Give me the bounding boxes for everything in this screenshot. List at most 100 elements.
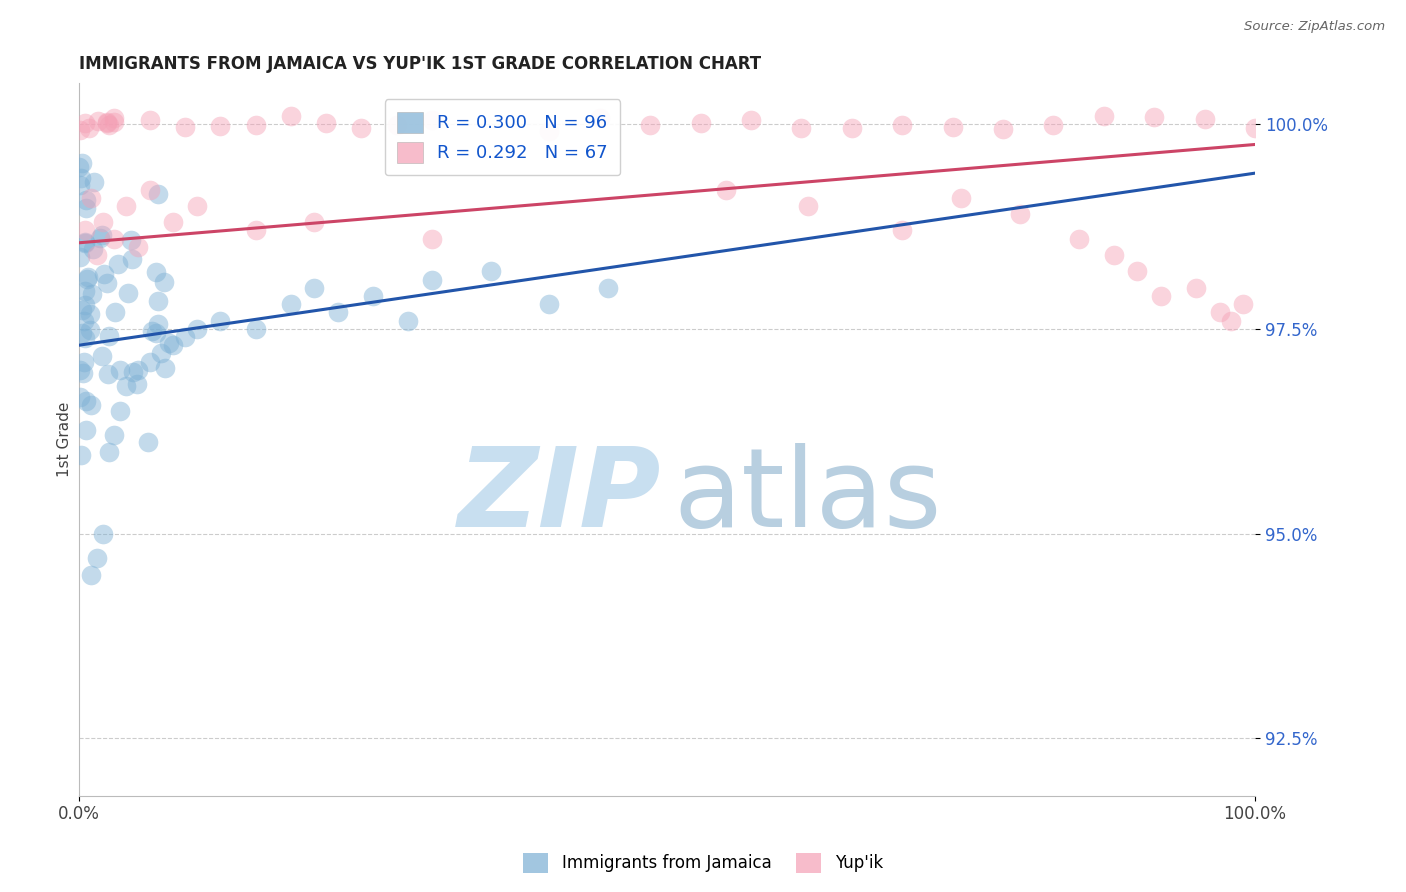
Point xyxy=(420,113,443,128)
Point xyxy=(942,120,965,134)
Point xyxy=(108,363,131,377)
Point xyxy=(538,124,561,138)
Point xyxy=(245,118,267,132)
Point xyxy=(73,235,96,250)
Point xyxy=(1143,111,1166,125)
Point xyxy=(125,376,148,391)
Point xyxy=(72,155,94,169)
Point xyxy=(146,317,169,331)
Point xyxy=(280,109,302,123)
Point xyxy=(91,526,114,541)
Point xyxy=(73,235,96,249)
Text: IMMIGRANTS FROM JAMAICA VS YUP'IK 1ST GRADE CORRELATION CHART: IMMIGRANTS FROM JAMAICA VS YUP'IK 1ST GR… xyxy=(79,55,761,73)
Point xyxy=(245,223,267,237)
Point xyxy=(350,121,373,136)
Point xyxy=(1232,297,1254,311)
Point xyxy=(1194,112,1216,127)
Point xyxy=(174,120,197,134)
Point xyxy=(122,365,145,379)
Point xyxy=(75,394,97,409)
Text: atlas: atlas xyxy=(673,443,942,549)
Point xyxy=(75,193,97,207)
Point xyxy=(83,175,105,189)
Point xyxy=(950,191,973,205)
Point xyxy=(75,116,97,130)
Point xyxy=(70,448,93,462)
Point xyxy=(152,276,174,290)
Point xyxy=(103,232,125,246)
Point xyxy=(76,269,98,284)
Point xyxy=(69,390,91,404)
Point xyxy=(589,111,612,125)
Point xyxy=(69,250,91,264)
Point xyxy=(138,354,160,368)
Point xyxy=(120,234,142,248)
Point xyxy=(162,215,184,229)
Point xyxy=(891,118,914,132)
Point xyxy=(138,182,160,196)
Point xyxy=(146,187,169,202)
Point xyxy=(80,398,103,412)
Point xyxy=(326,305,349,319)
Point xyxy=(304,215,326,229)
Point xyxy=(75,201,97,215)
Point xyxy=(146,293,169,308)
Point xyxy=(420,232,443,246)
Point xyxy=(1150,289,1173,303)
Point xyxy=(75,284,97,298)
Legend: R = 0.300   N = 96, R = 0.292   N = 67: R = 0.300 N = 96, R = 0.292 N = 67 xyxy=(385,99,620,175)
Point xyxy=(174,330,197,344)
Point xyxy=(638,118,661,132)
Point xyxy=(93,267,115,281)
Point xyxy=(127,240,149,254)
Point xyxy=(87,114,110,128)
Point xyxy=(104,304,127,318)
Point xyxy=(396,313,419,327)
Point xyxy=(145,326,167,341)
Point xyxy=(1067,232,1090,246)
Point xyxy=(73,331,96,345)
Point xyxy=(82,287,104,301)
Point xyxy=(103,112,125,126)
Point xyxy=(797,199,820,213)
Point xyxy=(115,199,138,213)
Point xyxy=(714,182,737,196)
Point xyxy=(117,285,139,300)
Point xyxy=(245,322,267,336)
Point xyxy=(103,428,125,442)
Point xyxy=(538,297,561,311)
Point xyxy=(70,303,93,318)
Point xyxy=(75,424,97,438)
Point xyxy=(107,257,129,271)
Point xyxy=(141,324,163,338)
Point xyxy=(1244,120,1267,135)
Point xyxy=(69,178,91,192)
Point xyxy=(1185,281,1208,295)
Point xyxy=(86,551,108,566)
Point xyxy=(97,444,120,458)
Point xyxy=(72,314,94,328)
Point xyxy=(385,118,408,132)
Point xyxy=(138,434,160,449)
Point xyxy=(103,115,125,129)
Point xyxy=(90,227,112,242)
Point xyxy=(304,281,326,295)
Point xyxy=(89,231,111,245)
Point xyxy=(689,116,711,130)
Point xyxy=(67,160,90,174)
Point xyxy=(96,116,118,130)
Point xyxy=(145,265,167,279)
Y-axis label: 1st Grade: 1st Grade xyxy=(58,401,72,477)
Point xyxy=(186,322,208,336)
Point xyxy=(110,403,132,417)
Point xyxy=(69,122,91,136)
Point xyxy=(153,360,176,375)
Point xyxy=(209,313,232,327)
Point xyxy=(1042,118,1064,132)
Point xyxy=(361,289,384,303)
Point xyxy=(127,363,149,377)
Point xyxy=(420,273,443,287)
Point xyxy=(72,366,94,380)
Point xyxy=(80,567,103,582)
Point xyxy=(70,171,93,186)
